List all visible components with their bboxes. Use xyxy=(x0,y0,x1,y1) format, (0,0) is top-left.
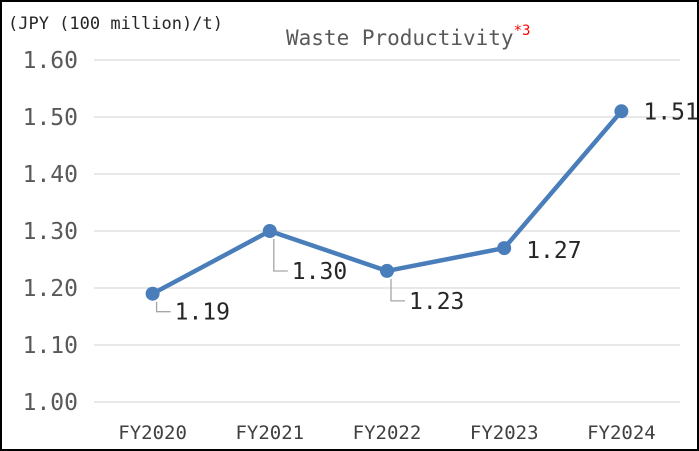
x-tick-label: FY2022 xyxy=(353,422,422,444)
data-label: 1.51 xyxy=(643,99,697,125)
y-axis-unit-label: (JPY (100 million)/t) xyxy=(8,14,223,34)
data-labels: 1.19 1.30 1.23 1.27 1.51 xyxy=(155,99,697,326)
x-tick-label: FY2023 xyxy=(470,422,539,444)
y-tick-label: 1.30 xyxy=(23,219,78,245)
data-label-leader xyxy=(155,301,171,313)
series-layer xyxy=(145,104,629,301)
data-label: 1.19 xyxy=(175,300,230,326)
y-tick-label: 1.40 xyxy=(23,162,78,188)
x-tick-label: FY2024 xyxy=(587,422,656,444)
data-point xyxy=(614,104,629,119)
y-tick-label: 1.20 xyxy=(23,276,78,302)
y-axis-ticks: 1.00 1.10 1.20 1.30 1.40 1.50 1.60 xyxy=(23,48,78,416)
data-label: 1.27 xyxy=(526,238,581,264)
y-tick-label: 1.50 xyxy=(23,105,78,131)
data-label: 1.23 xyxy=(409,289,464,315)
x-tick-label: FY2021 xyxy=(235,422,304,444)
chart-title-text: Waste Productivity xyxy=(286,26,514,50)
chart-title-footnote-mark: *3 xyxy=(514,23,531,39)
y-tick-label: 1.00 xyxy=(23,390,78,416)
chart-title: Waste Productivity*3 xyxy=(286,23,530,50)
x-axis-ticks: FY2020 FY2021 FY2022 FY2023 FY2024 xyxy=(118,422,655,444)
data-point xyxy=(497,241,512,256)
y-tick-label: 1.60 xyxy=(23,48,78,74)
data-point xyxy=(380,263,394,278)
data-label: 1.30 xyxy=(292,259,347,285)
x-tick-label: FY2020 xyxy=(118,422,187,444)
data-point xyxy=(145,286,160,301)
y-tick-label: 1.10 xyxy=(23,333,78,359)
gridlines xyxy=(94,59,680,403)
data-point xyxy=(262,224,277,238)
data-label-leader xyxy=(390,278,405,302)
data-label-leader xyxy=(273,239,288,272)
